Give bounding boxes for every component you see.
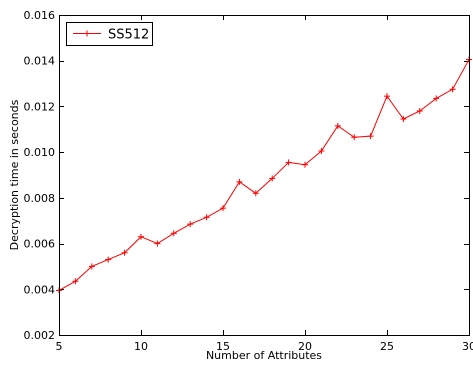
data-point	[384, 93, 390, 100]
plot-frame	[59, 15, 470, 336]
x-tick-label: 15	[216, 340, 230, 353]
data-point	[351, 134, 358, 141]
data-point	[302, 161, 308, 168]
series-layer	[56, 56, 472, 294]
legend-label: SS512	[108, 28, 149, 43]
data-point	[220, 205, 226, 212]
series-line-ss512	[58, 59, 470, 291]
data-point	[252, 190, 259, 197]
y-tick-label: 0.008	[24, 192, 56, 205]
data-point	[449, 86, 456, 93]
data-point	[203, 214, 210, 221]
data-point	[367, 133, 374, 140]
y-tick-label: 0.006	[24, 238, 56, 251]
x-axis-title: Number of Attributes	[206, 349, 322, 362]
data-point	[138, 233, 144, 240]
y-tick-label: 0.002	[24, 329, 56, 342]
data-point	[187, 221, 194, 228]
x-tick-label: 20	[298, 340, 312, 353]
x-tick-label: 10	[134, 340, 148, 353]
x-tick-label: 30	[462, 340, 473, 353]
ticks-layer: 5 10 15 20 25 30 0.002 0.004 0.006 0.008 0.010 0.01…	[24, 9, 473, 353]
data-point	[121, 249, 128, 256]
legend: SS512	[66, 22, 153, 46]
data-point	[88, 263, 95, 270]
data-point	[334, 122, 341, 129]
data-point	[72, 278, 79, 285]
data-point	[236, 178, 243, 185]
y-tick-label: 0.016	[24, 9, 56, 22]
data-point	[285, 159, 292, 166]
data-point	[170, 230, 177, 237]
data-point	[105, 256, 112, 263]
data-point	[433, 95, 440, 102]
legend-box	[66, 22, 153, 46]
data-point	[154, 240, 161, 247]
data-point	[269, 175, 276, 182]
data-point	[416, 108, 423, 114]
data-point	[400, 116, 407, 122]
y-tick-label: 0.012	[24, 100, 56, 113]
y-axis-title: Decryption time in seconds	[8, 99, 21, 250]
y-tick-label: 0.010	[24, 146, 56, 159]
x-tick-label: 5	[56, 340, 63, 353]
x-tick-label: 25	[380, 340, 394, 353]
y-tick-label: 0.014	[24, 55, 56, 68]
data-point	[318, 148, 325, 154]
y-tick-label: 0.004	[24, 283, 56, 296]
